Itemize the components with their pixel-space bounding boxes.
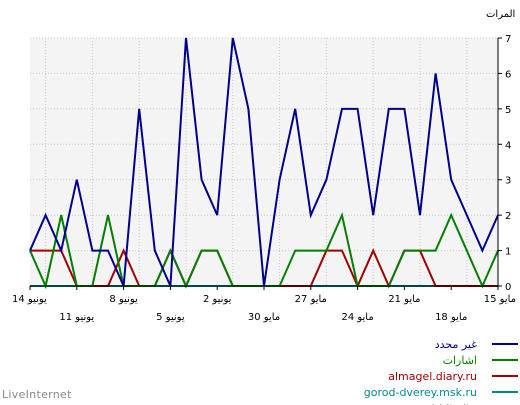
y-tick-label: 3 bbox=[505, 176, 511, 187]
x-tick-label: 14 يونيو bbox=[12, 294, 47, 305]
y-tick-label: 0 bbox=[505, 282, 511, 293]
y-tick-label: 4 bbox=[505, 140, 511, 151]
brand-logo-text: LiveInternet bbox=[2, 388, 72, 401]
y-tick-label: 7 bbox=[505, 34, 511, 45]
x-tick-label: 15 مايو bbox=[484, 294, 516, 305]
legend-label: غير محدد bbox=[435, 338, 478, 351]
y-tick-label: 5 bbox=[505, 105, 511, 116]
y-tick-label: 2 bbox=[505, 211, 511, 222]
y-tick-label: 6 bbox=[505, 69, 511, 80]
y-tick-label: 1 bbox=[505, 247, 511, 258]
x-tick-label: 11 يونيو bbox=[59, 312, 94, 323]
y-axis-label: المرات bbox=[486, 9, 515, 20]
legend-label: gorod-dverey.msk.ru bbox=[364, 386, 477, 399]
legend-label: اشارات bbox=[443, 354, 477, 367]
legend-label: almagel.diary.ru bbox=[388, 370, 477, 383]
x-tick-label: 21 مايو bbox=[388, 294, 420, 305]
x-tick-label: 5 يونيو bbox=[156, 312, 185, 323]
x-tick-label: 27 مايو bbox=[295, 294, 327, 305]
x-tick-label: 8 يونيو bbox=[109, 294, 138, 305]
x-tick-label: 18 مايو bbox=[435, 312, 467, 323]
x-tick-label: 24 مايو bbox=[341, 312, 373, 323]
x-tick-label: 30 مايو bbox=[248, 312, 280, 323]
legend-label: irbit.city bbox=[432, 402, 478, 405]
x-tick-label: 2 يونيو bbox=[203, 294, 232, 305]
